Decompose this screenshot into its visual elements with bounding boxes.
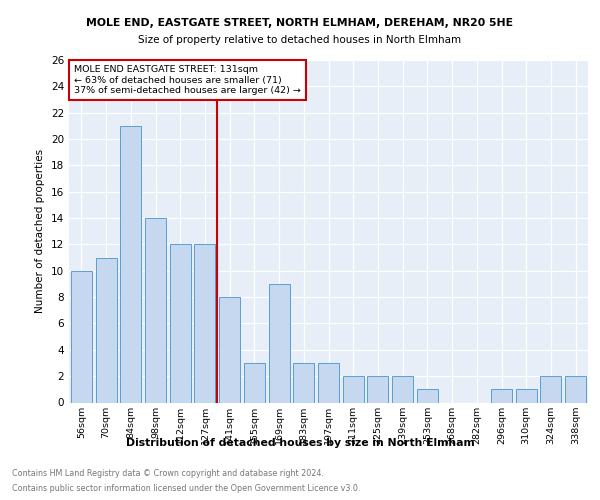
Bar — [170, 244, 191, 402]
Bar — [343, 376, 364, 402]
Bar — [491, 390, 512, 402]
Bar — [120, 126, 141, 402]
Bar — [219, 297, 240, 403]
Bar — [318, 363, 339, 403]
Text: Distribution of detached houses by size in North Elmham: Distribution of detached houses by size … — [125, 438, 475, 448]
Bar — [565, 376, 586, 402]
Bar — [194, 244, 215, 402]
Text: MOLE END, EASTGATE STREET, NORTH ELMHAM, DEREHAM, NR20 5HE: MOLE END, EASTGATE STREET, NORTH ELMHAM,… — [86, 18, 514, 28]
Text: MOLE END EASTGATE STREET: 131sqm
← 63% of detached houses are smaller (71)
37% o: MOLE END EASTGATE STREET: 131sqm ← 63% o… — [74, 65, 301, 95]
Bar — [541, 376, 562, 402]
Text: Size of property relative to detached houses in North Elmham: Size of property relative to detached ho… — [139, 35, 461, 45]
Bar — [95, 258, 116, 402]
Bar — [145, 218, 166, 402]
Text: Contains public sector information licensed under the Open Government Licence v3: Contains public sector information licen… — [12, 484, 361, 493]
Bar — [392, 376, 413, 402]
Bar — [293, 363, 314, 403]
Text: Contains HM Land Registry data © Crown copyright and database right 2024.: Contains HM Land Registry data © Crown c… — [12, 469, 324, 478]
Bar — [244, 363, 265, 403]
Bar — [269, 284, 290, 403]
Bar — [516, 390, 537, 402]
Bar — [417, 390, 438, 402]
Bar — [367, 376, 388, 402]
Y-axis label: Number of detached properties: Number of detached properties — [35, 149, 46, 314]
Bar — [71, 271, 92, 402]
